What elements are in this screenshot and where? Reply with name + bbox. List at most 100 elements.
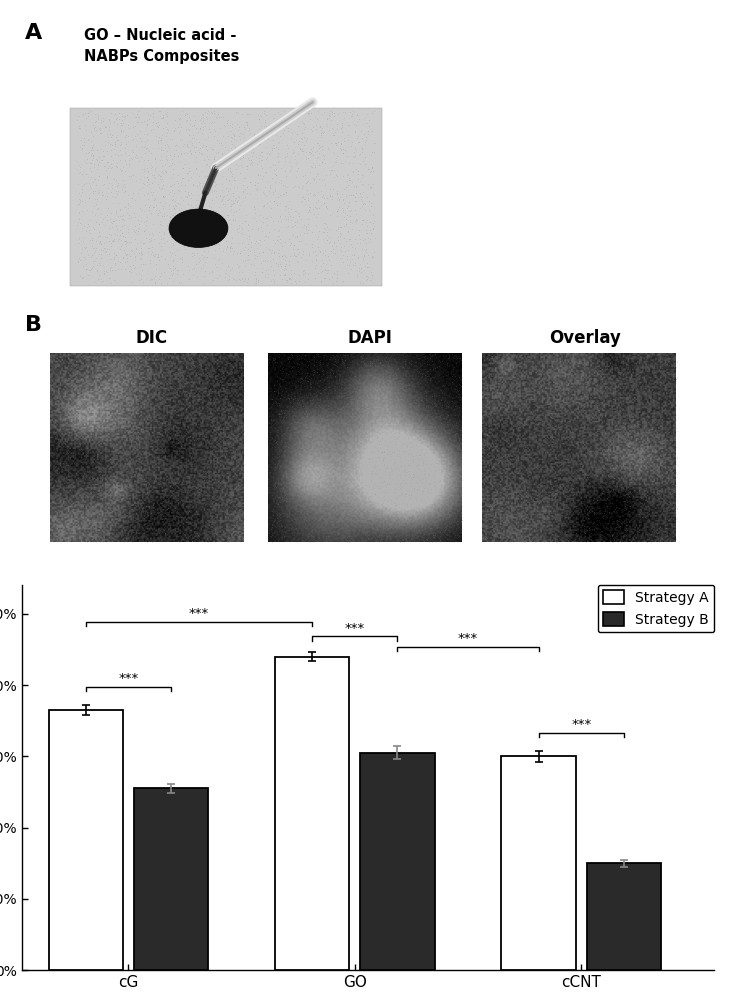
Point <box>93 216 105 232</box>
Point <box>289 214 300 230</box>
Point <box>198 275 210 291</box>
Point <box>217 196 228 212</box>
Point <box>279 178 291 194</box>
Point <box>280 168 292 184</box>
Point <box>359 196 370 212</box>
Point <box>276 248 287 264</box>
Point <box>159 189 171 205</box>
Point <box>188 247 200 263</box>
Point <box>174 274 185 290</box>
Point <box>229 170 241 186</box>
Point <box>259 269 270 285</box>
Point <box>122 221 133 237</box>
Point <box>238 181 250 197</box>
Point <box>186 248 198 264</box>
Point <box>155 142 167 158</box>
Point <box>87 183 99 199</box>
Point <box>298 225 310 241</box>
Point <box>318 195 330 211</box>
Point <box>159 140 171 156</box>
Point <box>179 229 190 245</box>
Point <box>336 250 348 266</box>
Point <box>264 179 276 195</box>
Point <box>346 251 358 267</box>
Point <box>74 164 86 180</box>
Point <box>351 130 362 146</box>
Point <box>151 261 163 277</box>
Point <box>344 212 356 228</box>
Point <box>324 221 335 237</box>
Point <box>310 209 321 225</box>
Point <box>268 106 280 122</box>
Point <box>145 205 157 221</box>
Point <box>128 223 140 239</box>
Point <box>177 138 189 154</box>
Point <box>153 235 165 251</box>
Point <box>168 185 180 201</box>
Point <box>204 181 216 197</box>
Point <box>106 188 118 204</box>
Point <box>259 105 270 121</box>
Point <box>346 221 357 237</box>
Point <box>90 196 101 212</box>
Point <box>122 133 133 149</box>
Point <box>359 258 371 274</box>
Point <box>75 188 87 204</box>
Point <box>131 235 143 251</box>
Point <box>109 233 120 249</box>
Point <box>366 105 378 121</box>
Point <box>358 126 370 142</box>
Point <box>157 165 168 181</box>
Point <box>210 226 222 242</box>
Point <box>235 219 246 235</box>
Point <box>315 258 327 274</box>
Point <box>121 107 133 123</box>
Point <box>281 200 293 216</box>
Point <box>160 148 172 164</box>
Point <box>137 274 149 290</box>
Point <box>228 204 240 220</box>
Point <box>110 111 122 127</box>
Point <box>163 270 175 286</box>
Point <box>293 244 305 260</box>
Point <box>323 142 335 158</box>
Point <box>139 138 150 154</box>
Point <box>206 105 218 121</box>
Point <box>182 186 193 202</box>
Point <box>233 119 245 135</box>
Point <box>120 136 132 152</box>
Point <box>223 271 235 287</box>
Point <box>110 218 122 234</box>
Point <box>356 176 368 192</box>
Point <box>340 211 351 227</box>
Point <box>174 211 185 227</box>
Point <box>117 159 128 175</box>
Point <box>225 123 237 139</box>
Point <box>284 271 295 287</box>
Point <box>327 127 339 143</box>
Point <box>306 143 318 159</box>
Point <box>176 174 187 190</box>
Point <box>260 164 271 180</box>
Point <box>353 171 364 187</box>
Point <box>157 188 169 204</box>
Point <box>280 249 292 265</box>
Point <box>267 251 278 267</box>
Point <box>318 220 330 236</box>
Point <box>270 183 281 199</box>
Point <box>232 105 243 121</box>
Point <box>330 135 342 151</box>
Point <box>249 247 260 263</box>
Point <box>80 122 92 138</box>
Point <box>339 104 351 120</box>
Point <box>247 145 259 161</box>
Point <box>82 169 94 185</box>
Point <box>332 185 343 201</box>
Point <box>222 238 233 254</box>
Point <box>322 248 334 264</box>
Point <box>262 210 273 226</box>
Point <box>308 206 320 222</box>
Point <box>174 219 185 235</box>
Point <box>99 119 111 135</box>
Point <box>343 265 354 281</box>
